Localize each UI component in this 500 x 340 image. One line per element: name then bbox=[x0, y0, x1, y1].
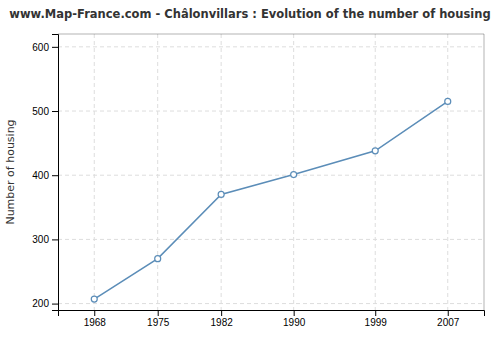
tick: 400 bbox=[32, 170, 58, 181]
grid-line bbox=[221, 34, 222, 310]
point bbox=[155, 256, 161, 262]
tick-mark bbox=[375, 310, 376, 316]
grid-line bbox=[58, 303, 484, 304]
tick: 1990 bbox=[283, 310, 306, 328]
tick: 2007 bbox=[437, 310, 460, 328]
x-axis: 1968 1975 1982 1990 1999 2007 bbox=[59, 310, 485, 328]
axis-line bbox=[52, 35, 59, 311]
point bbox=[445, 98, 451, 104]
tick-label: 1968 bbox=[84, 317, 107, 328]
tick-label: 400 bbox=[32, 170, 49, 181]
frame bbox=[58, 34, 484, 35]
tick-mark bbox=[52, 304, 58, 305]
tick-label: 500 bbox=[32, 106, 49, 117]
tick-label: 1990 bbox=[283, 317, 306, 328]
tick: 500 bbox=[32, 106, 58, 117]
tick: 300 bbox=[32, 234, 58, 245]
grid-line bbox=[375, 34, 376, 310]
point bbox=[372, 148, 378, 154]
chart: 1968 1975 1982 1990 1999 2007 200 300 400 500 600 w… bbox=[0, 0, 500, 340]
tick-label: 200 bbox=[32, 298, 49, 309]
tick-mark bbox=[294, 310, 295, 316]
point bbox=[218, 191, 224, 197]
tick: 1982 bbox=[211, 310, 234, 328]
tick: 200 bbox=[32, 298, 58, 309]
y-axis: 200 300 400 500 600 bbox=[32, 35, 58, 311]
tick-mark bbox=[52, 47, 58, 48]
tick-label: 1999 bbox=[365, 317, 388, 328]
grid-line bbox=[58, 175, 484, 176]
plot: 1968 1975 1982 1990 1999 2007 200 300 400 500 600 bbox=[32, 34, 484, 328]
tick: 600 bbox=[32, 42, 58, 53]
grid-line bbox=[157, 34, 158, 310]
tick-mark bbox=[158, 310, 159, 316]
grid bbox=[58, 34, 484, 310]
point bbox=[91, 296, 97, 302]
grid-line bbox=[94, 34, 95, 310]
tick-label: 600 bbox=[32, 42, 49, 53]
series bbox=[91, 98, 450, 302]
tick-label: 2007 bbox=[437, 317, 460, 328]
tick-label: 1982 bbox=[211, 317, 234, 328]
tick-label: 300 bbox=[32, 234, 49, 245]
axis-line bbox=[59, 311, 485, 317]
grid-line bbox=[58, 239, 484, 240]
tick-mark bbox=[221, 310, 222, 316]
grid-line bbox=[58, 111, 484, 112]
tick: 1968 bbox=[84, 310, 107, 328]
tick-label: 1975 bbox=[147, 317, 170, 328]
line bbox=[94, 101, 447, 299]
tick-mark bbox=[52, 111, 58, 112]
tick-mark bbox=[52, 175, 58, 176]
grid-line bbox=[58, 46, 484, 47]
tick-mark bbox=[52, 239, 58, 240]
tick-mark bbox=[94, 310, 95, 316]
tick: 1975 bbox=[147, 310, 170, 328]
grid-line bbox=[447, 34, 448, 310]
frame bbox=[484, 34, 485, 310]
title: www.Map-France.com - Châlonvillars : Evo… bbox=[9, 7, 490, 21]
tick-mark bbox=[448, 310, 449, 316]
point bbox=[291, 172, 297, 178]
tick: 1999 bbox=[365, 310, 388, 328]
y-axis-title: Number of housing bbox=[4, 119, 17, 224]
